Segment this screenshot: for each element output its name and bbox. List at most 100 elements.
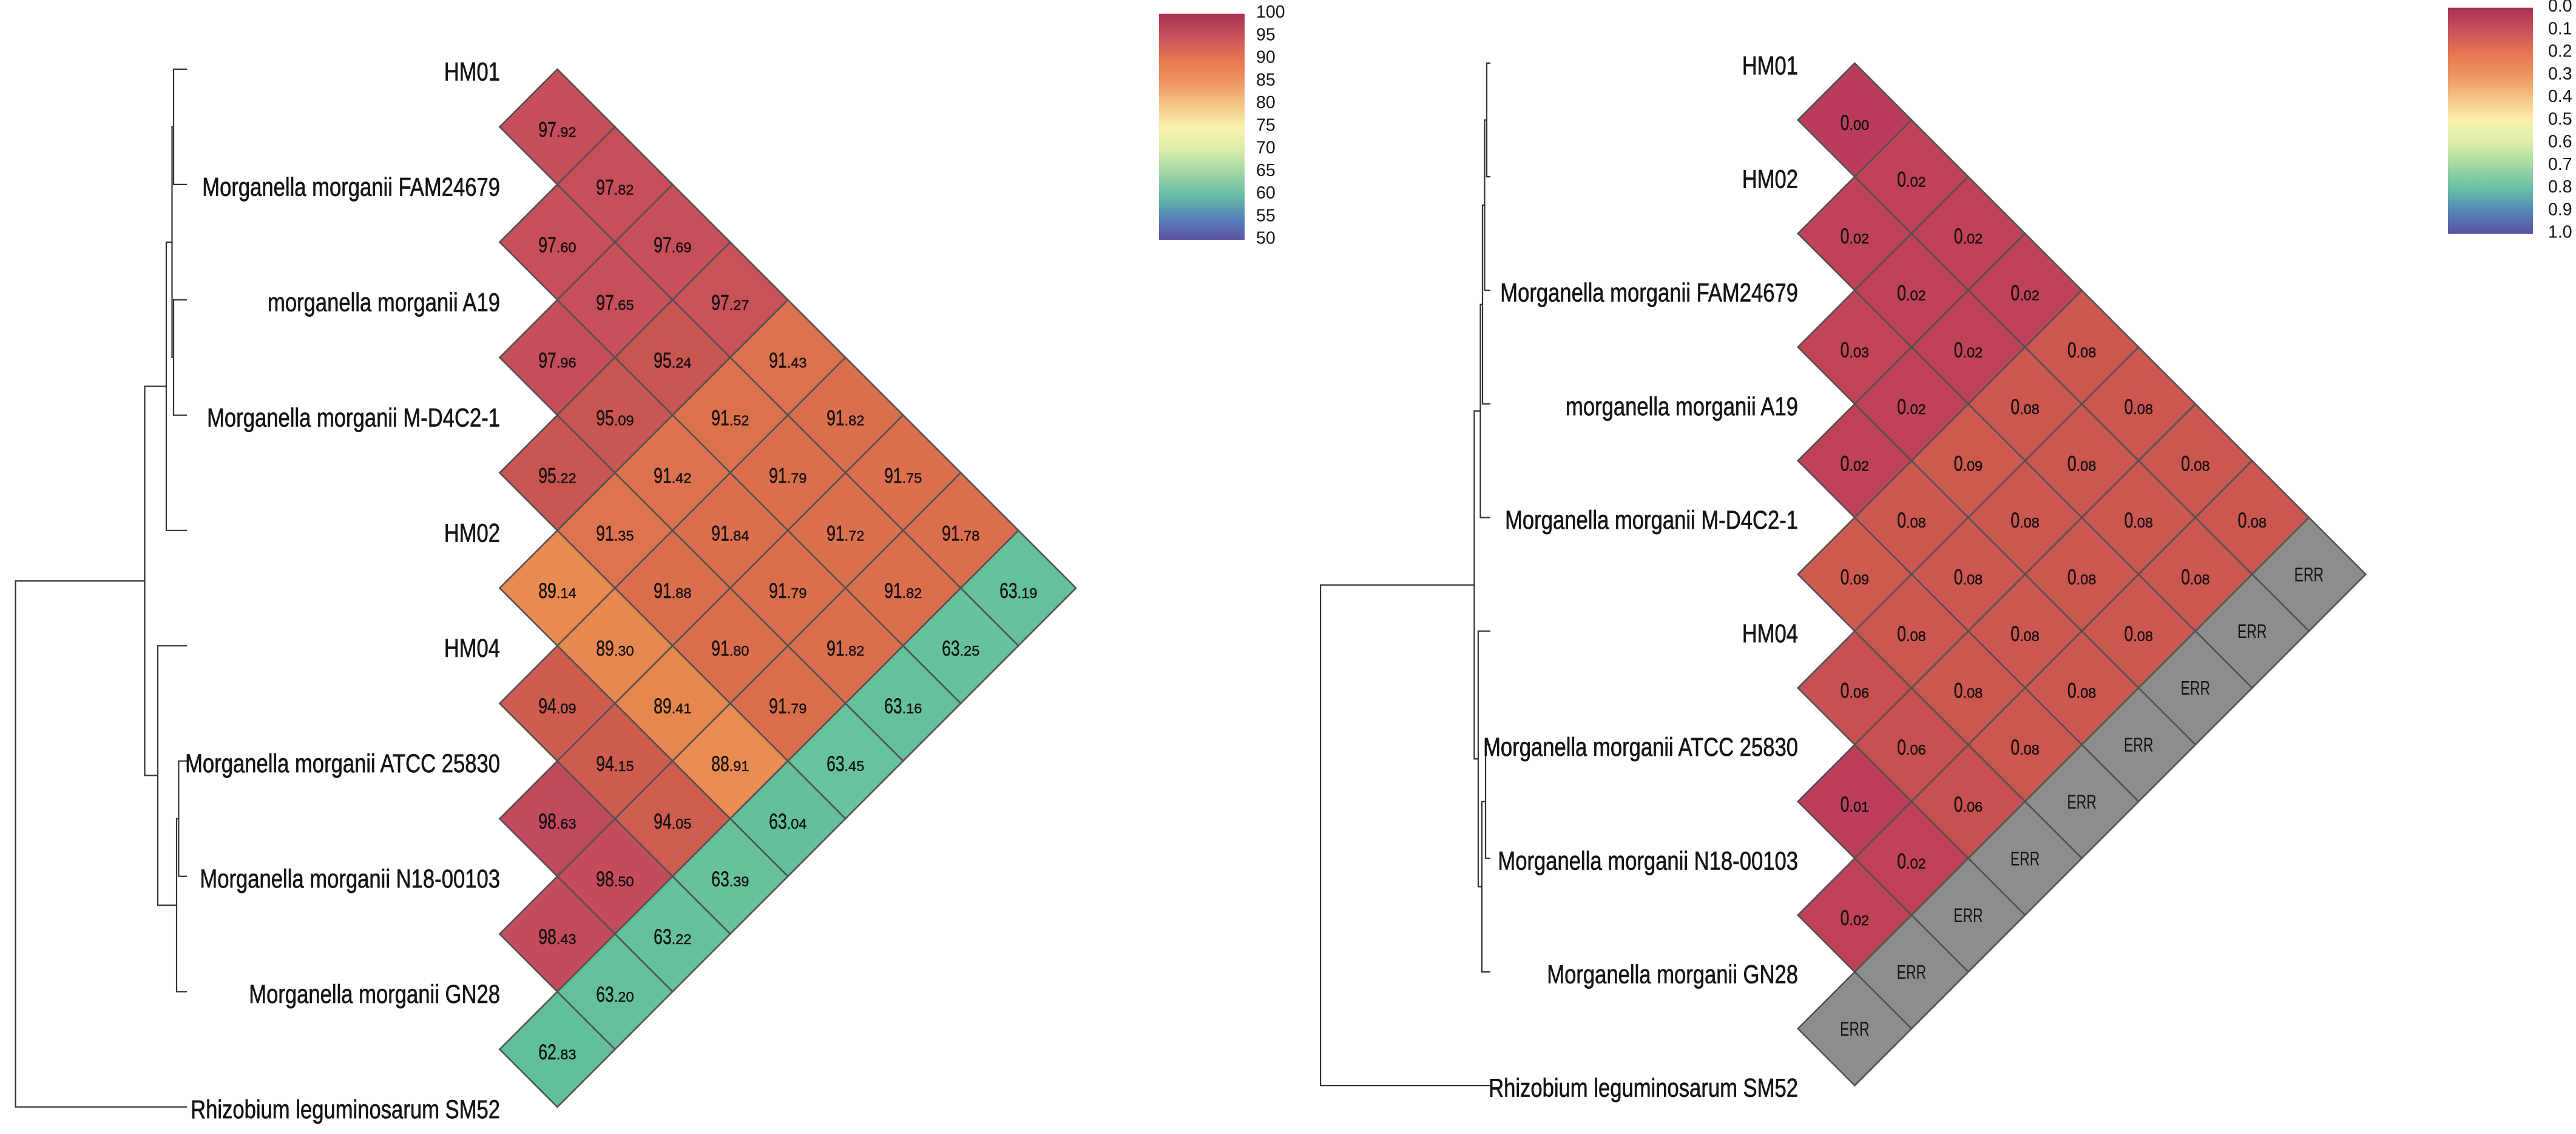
svg-text:0.9: 0.9 <box>2548 200 2572 219</box>
svg-text:91.42: 91.42 <box>654 464 691 487</box>
svg-text:HM01: HM01 <box>1742 52 1798 81</box>
svg-text:91.35: 91.35 <box>596 521 634 545</box>
svg-text:88.91: 88.91 <box>711 752 749 776</box>
svg-text:ERR: ERR <box>2181 677 2211 699</box>
svg-text:63.19: 63.19 <box>999 579 1037 603</box>
svg-text:0.8: 0.8 <box>2548 177 2572 197</box>
svg-text:95.22: 95.22 <box>538 464 576 487</box>
svg-text:98.43: 98.43 <box>538 925 576 949</box>
svg-text:0.02: 0.02 <box>1841 906 1869 930</box>
svg-text:98.63: 98.63 <box>538 810 576 834</box>
svg-text:0.02: 0.02 <box>1954 338 1983 362</box>
svg-text:0.08: 0.08 <box>2067 566 2096 589</box>
svg-text:HM01: HM01 <box>444 58 500 87</box>
svg-text:1.0: 1.0 <box>2548 223 2572 242</box>
svg-text:0.08: 0.08 <box>2124 509 2152 532</box>
svg-text:91.52: 91.52 <box>711 406 749 430</box>
svg-text:ERR: ERR <box>1840 1018 1870 1040</box>
svg-text:0.01: 0.01 <box>1841 793 1869 817</box>
svg-text:Morganella morganii ATCC 25830: Morganella morganii ATCC 25830 <box>1483 733 1798 762</box>
svg-text:0.4: 0.4 <box>2548 87 2572 106</box>
svg-text:95.09: 95.09 <box>596 406 634 430</box>
svg-text:62.83: 62.83 <box>538 1041 576 1064</box>
svg-text:97.96: 97.96 <box>538 348 576 372</box>
svg-text:91.82: 91.82 <box>827 637 864 660</box>
svg-text:91.79: 91.79 <box>769 694 806 718</box>
svg-text:0.7: 0.7 <box>2548 155 2572 174</box>
svg-text:0.08: 0.08 <box>1954 679 1983 703</box>
svg-text:ERR: ERR <box>2294 564 2324 586</box>
svg-text:75: 75 <box>1256 115 1276 135</box>
svg-text:0.02: 0.02 <box>1897 282 1925 305</box>
svg-text:0.02: 0.02 <box>1897 395 1925 419</box>
svg-text:0.03: 0.03 <box>1841 338 1869 362</box>
svg-text:0.09: 0.09 <box>1841 566 1869 589</box>
svg-text:80: 80 <box>1256 93 1276 112</box>
svg-text:91.88: 91.88 <box>654 579 691 603</box>
svg-text:60: 60 <box>1256 183 1276 203</box>
svg-text:HM04: HM04 <box>1742 619 1798 648</box>
svg-text:Morganella morganii GN28: Morganella morganii GN28 <box>1547 960 1798 990</box>
svg-text:0.02: 0.02 <box>1897 168 1925 192</box>
svg-text:0.08: 0.08 <box>1897 622 1925 646</box>
svg-text:97.92: 97.92 <box>538 118 576 142</box>
svg-text:0.08: 0.08 <box>2067 452 2096 475</box>
svg-text:HM02: HM02 <box>444 518 500 548</box>
svg-text:91.78: 91.78 <box>942 521 979 545</box>
svg-text:90: 90 <box>1256 48 1276 67</box>
svg-text:0.08: 0.08 <box>2010 395 2039 419</box>
svg-text:ERR: ERR <box>1897 962 1927 983</box>
svg-text:Morganella morganii M-D4C2-1: Morganella morganii M-D4C2-1 <box>1505 506 1798 535</box>
svg-text:91.43: 91.43 <box>769 348 806 372</box>
svg-text:0.06: 0.06 <box>1954 793 1983 817</box>
svg-text:63.25: 63.25 <box>942 637 979 660</box>
svg-text:ERR: ERR <box>2010 847 2040 869</box>
svg-text:95.24: 95.24 <box>654 348 691 372</box>
svg-text:Morganella morganii FAM24679: Morganella morganii FAM24679 <box>1500 279 1798 308</box>
svg-text:94.09: 94.09 <box>538 694 576 718</box>
svg-text:ERR: ERR <box>2237 620 2267 642</box>
svg-text:91.80: 91.80 <box>711 637 749 660</box>
svg-text:91.79: 91.79 <box>769 464 806 487</box>
svg-text:50: 50 <box>1256 229 1276 248</box>
svg-text:0.09: 0.09 <box>1954 452 1983 475</box>
svg-text:0.02: 0.02 <box>1954 225 1983 248</box>
svg-text:0.3: 0.3 <box>2548 64 2572 84</box>
svg-text:Morganella morganii N18-00103: Morganella morganii N18-00103 <box>200 864 500 894</box>
svg-text:Morganella morganii FAM24679: Morganella morganii FAM24679 <box>202 172 500 202</box>
svg-text:97.69: 97.69 <box>654 233 691 257</box>
svg-text:91.75: 91.75 <box>884 464 922 487</box>
svg-text:0.02: 0.02 <box>1841 225 1869 248</box>
svg-text:94.15: 94.15 <box>596 752 634 776</box>
svg-text:0.02: 0.02 <box>1841 452 1869 475</box>
svg-text:91.82: 91.82 <box>884 579 922 603</box>
svg-text:0.08: 0.08 <box>2181 452 2209 475</box>
svg-text:97.60: 97.60 <box>538 233 576 257</box>
svg-text:0.2: 0.2 <box>2548 42 2572 61</box>
svg-text:91.82: 91.82 <box>827 406 864 430</box>
svg-text:0.6: 0.6 <box>2548 132 2572 152</box>
svg-text:0.02: 0.02 <box>1897 849 1925 873</box>
svg-text:0.08: 0.08 <box>2238 509 2267 532</box>
svg-text:0.08: 0.08 <box>2067 679 2096 703</box>
svg-text:100: 100 <box>1256 2 1285 22</box>
svg-text:95: 95 <box>1256 25 1276 44</box>
svg-text:55: 55 <box>1256 206 1276 225</box>
svg-text:63.22: 63.22 <box>654 925 691 949</box>
svg-text:94.05: 94.05 <box>654 810 691 834</box>
svg-text:97.82: 97.82 <box>596 175 634 199</box>
svg-text:63.45: 63.45 <box>827 752 864 776</box>
svg-text:85: 85 <box>1256 70 1276 90</box>
svg-text:63.39: 63.39 <box>711 867 749 891</box>
svg-text:Morganella morganii ATCC 25830: Morganella morganii ATCC 25830 <box>185 749 500 778</box>
svg-text:morganella morganii A19: morganella morganii A19 <box>1566 392 1798 421</box>
svg-text:0.08: 0.08 <box>2124 622 2152 646</box>
svg-text:63.16: 63.16 <box>884 694 922 718</box>
svg-text:0.02: 0.02 <box>2010 282 2039 305</box>
svg-text:0.08: 0.08 <box>2067 338 2096 362</box>
svg-text:Rhizobium leguminosarum SM52: Rhizobium leguminosarum SM52 <box>1489 1074 1798 1103</box>
svg-text:0.1: 0.1 <box>2548 19 2572 38</box>
svg-text:0.08: 0.08 <box>1897 509 1925 532</box>
svg-text:Rhizobium leguminosarum SM52: Rhizobium leguminosarum SM52 <box>191 1095 500 1124</box>
svg-text:ERR: ERR <box>2124 734 2154 756</box>
